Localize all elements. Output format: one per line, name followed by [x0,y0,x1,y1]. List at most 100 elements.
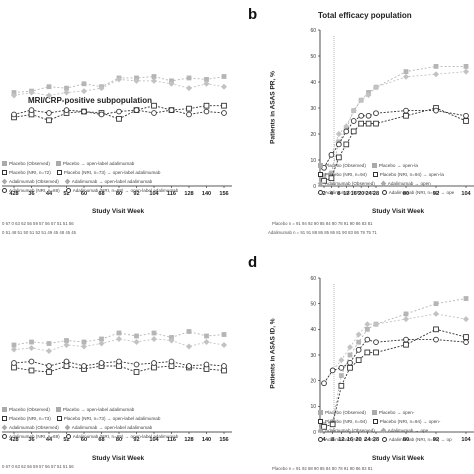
data-point [403,341,409,348]
data-point [403,73,409,80]
data-point [186,343,192,350]
data-point [99,336,104,342]
data-point [204,333,209,339]
legend-label: Adalimumab (NRI, n=69) → open-label adal… [72,188,179,193]
data-point [373,321,379,328]
legend-marker [318,190,323,195]
data-point [203,102,210,109]
panel-c-chart: 428 36 44 52 60 68 80 92 104 116 128 140 156 [2,329,232,443]
x-tick-label: 92 [133,437,139,443]
data-point [350,118,357,124]
legend-label: Adalimumab (Observed) [325,181,375,186]
series-line [323,313,467,384]
x-tick-label: 28 [373,191,379,197]
data-point [46,117,52,124]
x-tick-label: 80 [116,437,122,443]
data-point [151,360,157,366]
data-point [46,363,52,369]
data-point [46,110,52,116]
data-point [98,85,105,92]
data-point [133,339,140,345]
legend-row: Adalimumab (NRI, n=91) Adalimumab (NRI, n… [318,188,460,197]
data-point [168,358,175,365]
data-point [358,112,364,119]
x-tick-label: 104 [461,437,471,443]
legend-marker [318,437,323,442]
data-point [116,115,122,122]
y-tick-label: 50 [310,301,316,307]
data-point [168,107,175,113]
y-tick-label: 30 [310,106,316,112]
x-tick-label: 8 [337,191,340,197]
legend-item: Placebo (Observed) [318,408,366,417]
legend-label: Placebo (NRI, n=73) → open-label adalimu… [63,416,161,421]
y-tick-label: 0 [313,184,316,190]
legend-marker [64,178,71,185]
data-point [46,92,52,99]
x-tick-label: 16 [351,191,357,197]
data-point [403,69,409,74]
data-point [46,341,52,346]
data-point [64,85,69,91]
panel-a-legend: Placebo (Observed) Placebo → open-label a… [1,159,184,195]
data-point [364,326,370,332]
legend-label: Adalimumab (Observed) [9,179,59,184]
panel-a-n-row-adalimumab: 0 51 48 51 50 51 52 51 49 45 48 45 45 [2,230,77,235]
legend-item: Adalimumab (NRI, n=91) [318,188,376,197]
data-point [358,120,364,127]
legend-label: Adalimumab → open [387,181,431,186]
x-tick-label: 52 [63,191,69,197]
legend-row: Adalimumab (Observed) Adalimumab → ope [317,426,458,435]
x-tick-label: 104 [149,437,159,443]
data-point [221,110,227,116]
x-tick-label: 44 [46,437,53,443]
data-point [365,120,372,127]
data-point [463,334,469,340]
x-tick-label: 20 [358,191,364,197]
data-point [364,349,371,356]
data-point [116,108,122,115]
legend-marker [2,434,7,439]
data-point [338,382,345,389]
data-point [98,360,105,366]
series-line [323,65,466,177]
data-point [28,89,35,96]
data-point [203,339,210,345]
legend-item: Adalimumab (NRI, n=69) → open-label adal… [65,186,179,195]
data-point [335,131,342,137]
legend-item: Placebo (Observed) [318,161,366,170]
x-tick-label: 92 [433,191,439,197]
x-tick-label: 36 [28,437,34,443]
data-point [151,330,157,336]
series-line [323,71,467,169]
data-point [403,107,409,114]
x-tick-label: 80 [403,437,409,443]
data-point [373,110,379,117]
data-point [168,80,175,87]
legend-marker [318,410,323,415]
data-point [347,364,353,371]
legend-label: Adalimumab (NRI, n=91) → op [388,437,452,442]
panel-c-legend: Placebo (Observed) Placebo → open-label a… [1,405,184,441]
legend-marker [1,424,8,431]
data-point [463,64,469,69]
legend-row: Adalimumab (Observed) Adalimumab → open [317,179,460,188]
data-point [365,112,372,119]
data-point [151,74,157,79]
data-point [336,154,342,161]
legend-marker [371,163,377,168]
data-point [373,349,379,356]
legend-row: Placebo (NRI, n=73) Placebo (NRI, n=73) →… [2,414,184,423]
data-point [29,339,34,345]
data-point [203,361,210,368]
panel-d-letter: d [248,254,258,271]
legend-item: Adalimumab (NRI, n=91) → ope [381,188,454,197]
y-tick-label: 10 [310,158,316,164]
x-tick-label: 24 [365,191,372,197]
legend-item: Placebo (NRI, n=73) → open-label adalimu… [56,168,160,177]
data-point [321,380,327,387]
legend-label: Adalimumab (NRI, n=91) [325,437,376,442]
data-point [433,301,439,307]
data-point [46,84,52,90]
x-tick-label: 128 [184,191,193,197]
